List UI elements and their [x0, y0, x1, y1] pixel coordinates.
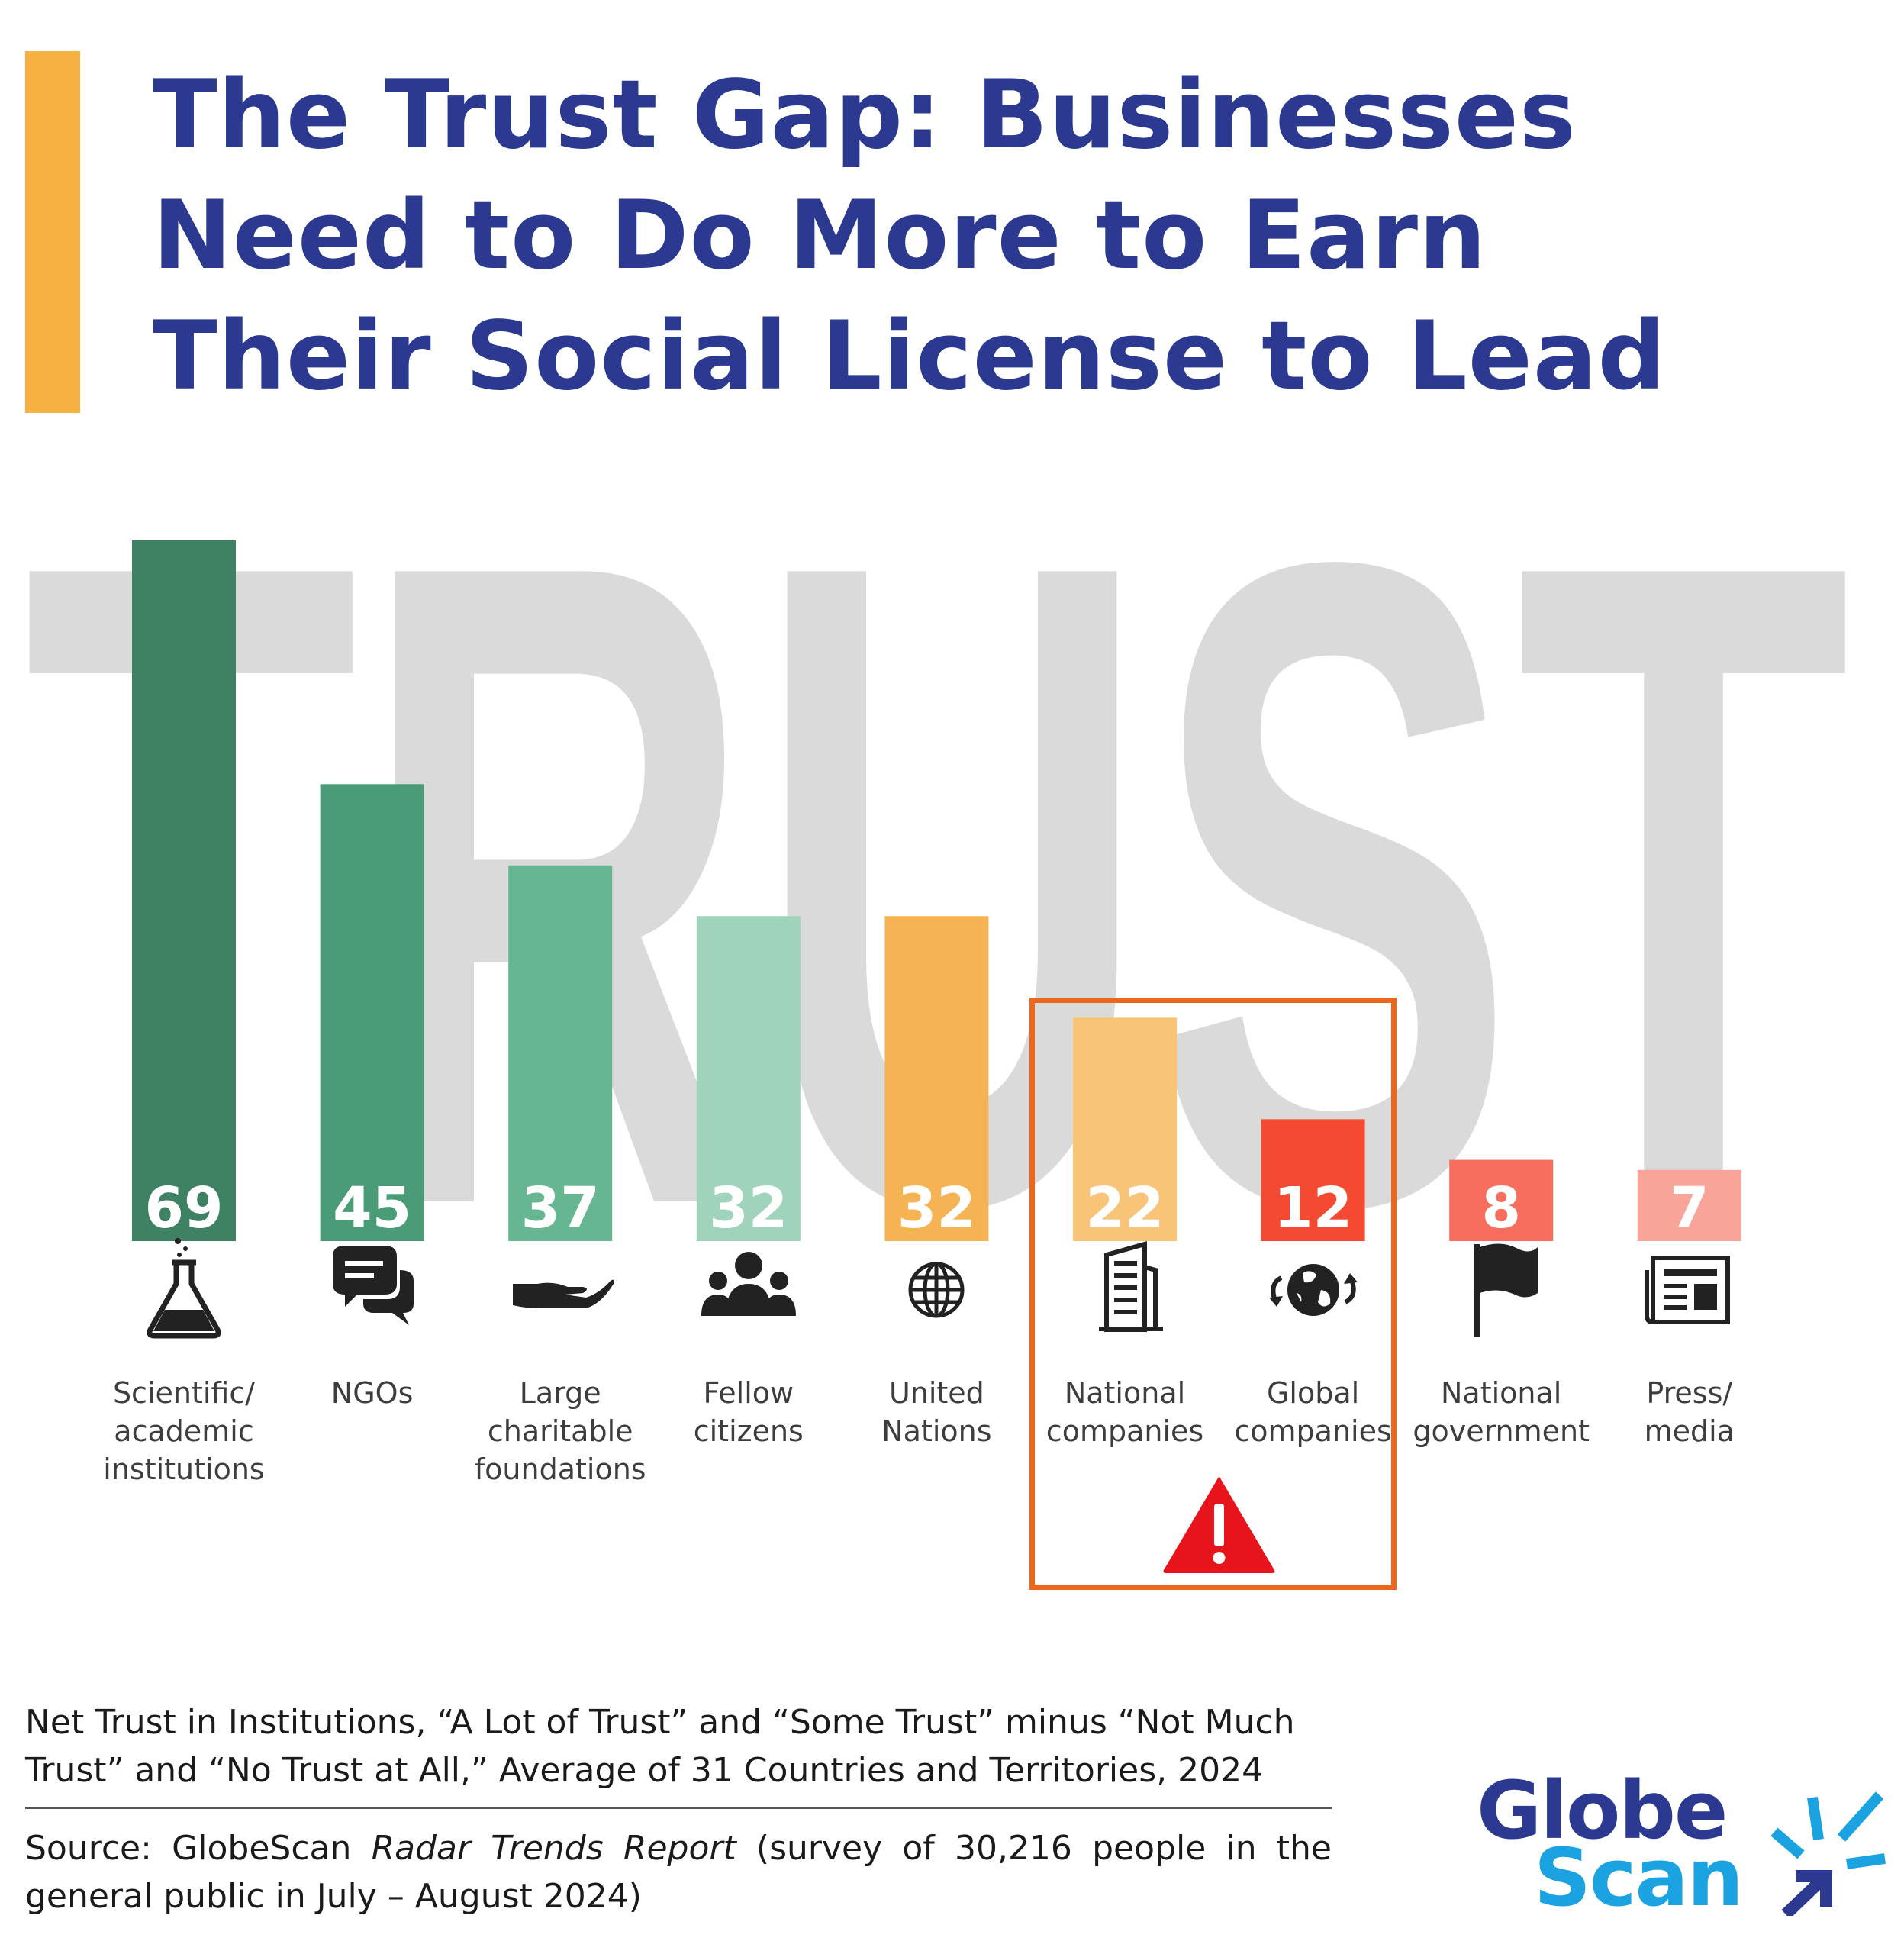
title-accent-bar [25, 51, 80, 413]
category-label-9: Press/ media [1644, 1376, 1735, 1448]
bar-1 [132, 540, 236, 1241]
source-prefix: Source: GlobeScan [25, 1829, 372, 1868]
value-label-9: 7 [1670, 1175, 1709, 1241]
title-line-1: The Trust Gap: Businesses [153, 60, 1577, 170]
people-group-icon [695, 1237, 802, 1343]
value-label-2: 45 [333, 1175, 411, 1241]
open-hand-icon [507, 1237, 614, 1343]
flag-icon [1448, 1237, 1554, 1343]
newspaper-icon [1636, 1237, 1743, 1343]
logo-word-scan: Scan [1534, 1831, 1744, 1924]
logo-word-globe: Globe [1477, 1764, 1728, 1857]
globescan-logo: Globe Scan [1477, 1771, 1889, 1923]
value-label-6: 22 [1086, 1175, 1165, 1241]
bar-2 [320, 784, 424, 1241]
title-line-2: Need to Do More to Earn [153, 181, 1487, 291]
logo-burst-icon [1770, 1791, 1886, 1916]
value-label-4: 32 [709, 1175, 788, 1241]
globe-arrows-icon [1260, 1237, 1367, 1343]
warning-icon [1163, 1476, 1275, 1573]
globe-grid-icon [883, 1237, 990, 1343]
bar-5 [884, 916, 989, 1241]
value-label-1: 69 [145, 1175, 224, 1241]
bar-7 [1261, 1119, 1365, 1241]
office-building-icon [1071, 1237, 1178, 1343]
highlight-box-companies [1029, 998, 1397, 1590]
bar-6 [1073, 1017, 1177, 1241]
bar-chart: TRUST 69 45 37 32 32 22 12 8 7 [24, 373, 1851, 1396]
value-label-7: 12 [1274, 1175, 1352, 1241]
category-label-3: Large charitable foundations [474, 1376, 646, 1486]
chart-subtitle: Net Trust in Institutions, “A Lot of Tru… [25, 1703, 1295, 1790]
category-label-8: National government [1413, 1376, 1590, 1448]
bar-4 [696, 916, 801, 1241]
category-label-6: National companies [1045, 1376, 1204, 1448]
category-label-2: NGOs [330, 1376, 414, 1410]
divider [25, 1807, 1332, 1809]
category-label-4: Fellow citizens [693, 1376, 804, 1448]
source-report-name: Radar Trends Report [371, 1829, 736, 1868]
title-line-3: Their Social License to Lead [153, 301, 1667, 411]
page-title: The Trust Gap: Businesses Need to Do Mor… [153, 55, 1667, 417]
category-label-7: Global companies [1234, 1376, 1392, 1448]
value-label-3: 37 [521, 1175, 600, 1241]
bar-3 [508, 865, 613, 1241]
value-label-8: 8 [1481, 1175, 1521, 1241]
source-suffix: (survey of 30,216 people in the general … [25, 1829, 1332, 1916]
source-note: Source: GlobeScan Radar Trends Report (s… [25, 1824, 1332, 1920]
category-label-5: United Nations [881, 1376, 992, 1448]
chat-bubbles-icon [319, 1237, 426, 1343]
bar-9 [1637, 1169, 1741, 1241]
value-label-5: 32 [897, 1175, 976, 1241]
flask-icon [130, 1237, 237, 1343]
category-label-1: Scientific/ academic institutions [103, 1376, 265, 1486]
bar-8 [1449, 1159, 1554, 1241]
